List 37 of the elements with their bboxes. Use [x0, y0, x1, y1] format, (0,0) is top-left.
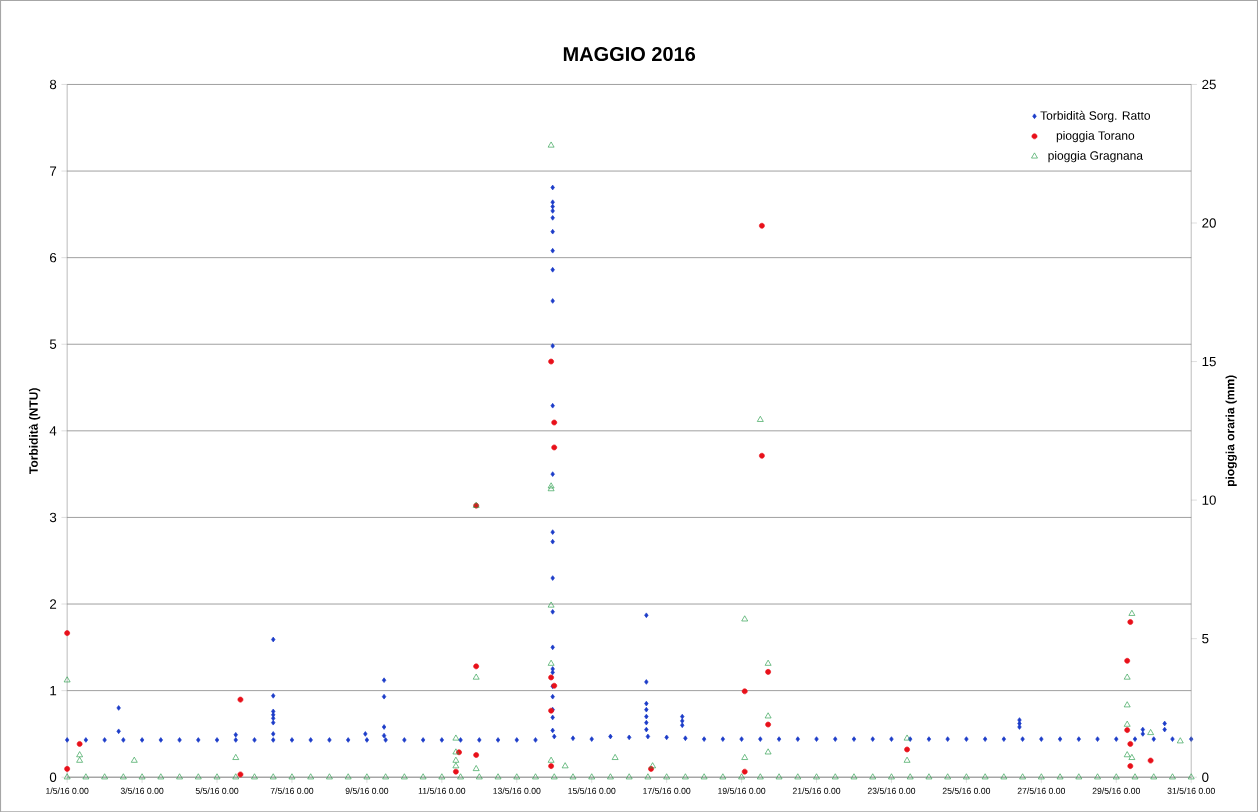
x-tick-label: 17/5/16 0.00	[643, 787, 691, 794]
y-tick-label: 5	[49, 339, 57, 349]
x-tick-label: 3/5/16 0.00	[120, 787, 164, 794]
legend-label: pioggia Torano	[1056, 130, 1135, 142]
y-axis-title: Torbidità (NTU)	[28, 388, 41, 474]
x-tick-label: 13/5/16 0.00	[493, 787, 541, 794]
chart-title: MAGGIO 2016	[563, 46, 696, 61]
legend-label: pioggia Gragnana	[1048, 150, 1143, 162]
y2-tick-label: 20	[1202, 218, 1216, 228]
y2-axis-title: pioggia oraria (mm)	[1225, 375, 1237, 486]
y2-tick-label: 5	[1202, 633, 1209, 644]
x-tick-label: 9/5/16 0.00	[345, 787, 389, 794]
x-tick-label: 19/5/16 0.00	[718, 787, 766, 794]
x-tick-label: 21/5/16 0.00	[792, 787, 841, 794]
x-tick-label: 29/5/16 0.00	[1092, 787, 1140, 794]
x-tick-label: 31/5/16 0.00	[1167, 787, 1215, 794]
legend-label: Torbidità Sorg. Ratto	[1040, 110, 1151, 122]
x-tick-label: 15/5/16 0.00	[568, 787, 616, 794]
y-tick-label: 4	[49, 426, 57, 436]
y-tick-label: 0	[49, 772, 57, 782]
y2-tick-label: 25	[1202, 79, 1216, 89]
x-tick-label: 7/5/16 0.00	[270, 787, 314, 794]
x-tick-label: 1/5/16 0.00	[46, 787, 89, 794]
y2-tick-label: 10	[1202, 495, 1216, 505]
x-tick-label: 23/5/16 0.00	[867, 787, 916, 794]
x-tick-label: 11/5/16 0.00	[418, 787, 466, 794]
x-tick-label: 27/5/16 0.00	[1017, 787, 1066, 794]
y2-tick-label: 0	[1202, 772, 1209, 782]
y-tick-label: 7	[50, 166, 57, 176]
y2-tick-label: 15	[1202, 356, 1216, 367]
y-tick-label: 3	[49, 512, 57, 522]
x-tick-label: 25/5/16 0.00	[942, 787, 991, 794]
y-tick-label: 8	[49, 79, 57, 89]
y-tick-label: 2	[50, 599, 57, 609]
x-tick-label: 5/5/16 0.00	[195, 787, 239, 794]
y-tick-label: 6	[50, 252, 57, 263]
y-tick-label: 1	[50, 685, 57, 696]
